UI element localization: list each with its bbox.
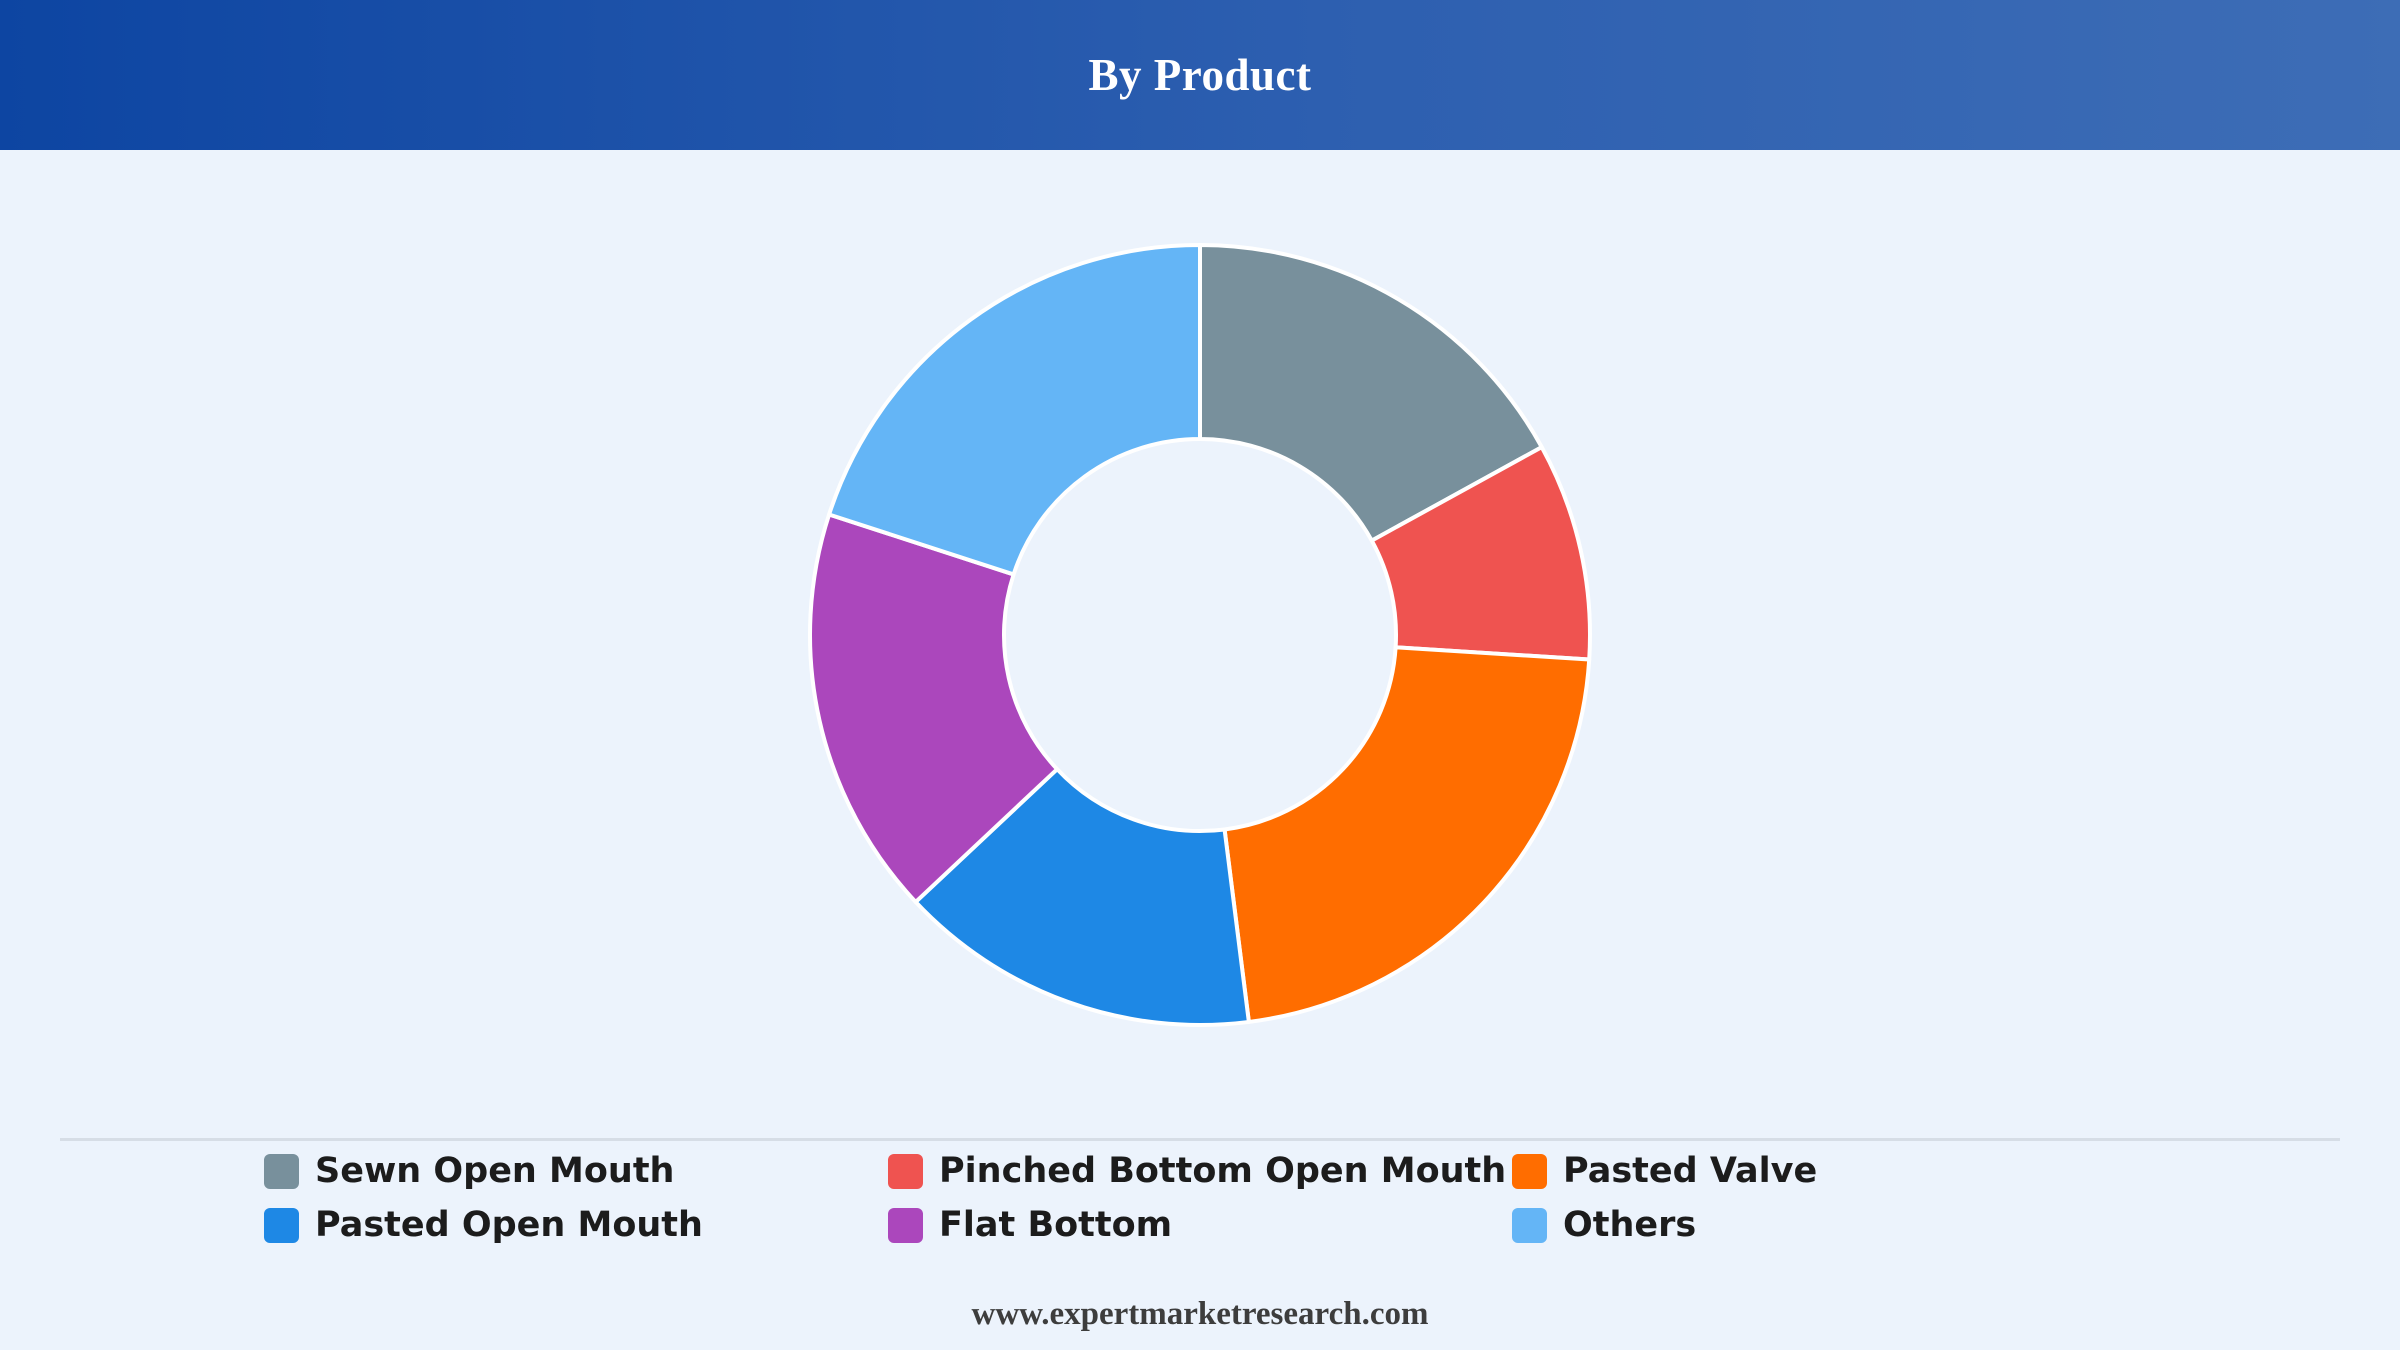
slice-sewn-open-mouth[interactable] xyxy=(1198,243,1544,543)
slice-pasted-valve[interactable] xyxy=(1222,645,1592,1024)
slice-flat-bottom[interactable] xyxy=(808,512,1060,904)
legend-swatch xyxy=(264,1153,299,1189)
chart-header: By Product xyxy=(0,0,2400,150)
source-url: www.expertmarketresearch.com xyxy=(971,1296,1429,1332)
chart-legend: Sewn Open Mouth Pinched Bottom Open Mout… xyxy=(264,1151,2064,1245)
donut-chart xyxy=(808,243,1592,1027)
chart-title: By Product xyxy=(1088,50,1312,100)
legend-label: Flat Bottom xyxy=(939,1205,1173,1245)
legend-label: Pasted Open Mouth xyxy=(315,1205,703,1245)
legend-swatch xyxy=(888,1153,923,1189)
legend-swatch xyxy=(888,1207,923,1243)
legend-item-pasted-open-mouth[interactable]: Pasted Open Mouth xyxy=(264,1205,888,1245)
legend-swatch xyxy=(1512,1207,1547,1243)
legend-item-others[interactable]: Others xyxy=(1512,1205,2012,1245)
legend-divider xyxy=(60,1138,2340,1141)
legend-item-sewn-open-mouth[interactable]: Sewn Open Mouth xyxy=(264,1151,888,1191)
legend-item-pasted-valve[interactable]: Pasted Valve xyxy=(1512,1151,2012,1191)
legend-label: Pasted Valve xyxy=(1563,1151,1818,1191)
legend-item-flat-bottom[interactable]: Flat Bottom xyxy=(888,1205,1512,1245)
legend-item-pinched-bottom-open-mouth[interactable]: Pinched Bottom Open Mouth xyxy=(888,1151,1512,1191)
legend-label: Pinched Bottom Open Mouth xyxy=(939,1151,1507,1191)
legend-swatch xyxy=(264,1207,299,1243)
legend-label: Sewn Open Mouth xyxy=(315,1151,675,1191)
slice-others[interactable] xyxy=(827,243,1202,577)
slice-pasted-open-mouth[interactable] xyxy=(913,767,1251,1027)
legend-label: Others xyxy=(1563,1205,1697,1245)
legend-swatch xyxy=(1512,1153,1547,1189)
